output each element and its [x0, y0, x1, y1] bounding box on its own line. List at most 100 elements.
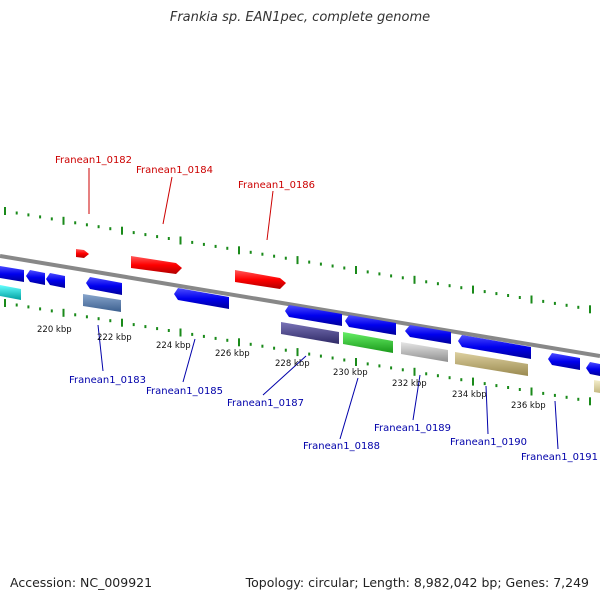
gene-franean1-0187[interactable] — [285, 305, 342, 326]
minor-tick — [85, 223, 88, 227]
accession-text: Accession: NC_009921 — [10, 575, 153, 590]
gene-franean1-0189[interactable] — [405, 325, 451, 344]
minor-tick — [565, 395, 568, 399]
minor-tick — [436, 282, 439, 286]
minor-tick — [15, 211, 18, 215]
minor-tick — [74, 313, 77, 317]
minor-tick — [460, 378, 463, 382]
minor-tick — [366, 362, 369, 366]
minor-tick — [366, 270, 369, 274]
gene-reverse-offscreen[interactable] — [586, 362, 600, 376]
gene-franean1-0190[interactable] — [458, 335, 531, 359]
minor-tick — [39, 215, 42, 219]
kbp-label-228: 228 kbp — [275, 359, 310, 369]
minor-tick — [542, 299, 545, 303]
genome-axis — [0, 254, 600, 358]
minor-tick — [448, 284, 451, 288]
gene-label-franean1-0182: Franean1_0182 — [55, 155, 132, 166]
minor-tick — [50, 217, 53, 221]
genome-summary-text: Topology: circular; Length: 8,982,042 bp… — [245, 575, 589, 590]
minor-tick — [483, 382, 486, 386]
minor-tick — [261, 252, 264, 256]
kbp-label-230: 230 kbp — [333, 368, 368, 378]
gene-franean1-0188[interactable] — [345, 315, 396, 335]
minor-tick — [214, 244, 217, 248]
feature-purple[interactable] — [281, 322, 339, 344]
minor-tick — [319, 354, 322, 358]
feature-beige[interactable] — [594, 380, 600, 393]
major-tick — [355, 358, 357, 366]
major-tick — [179, 236, 182, 245]
gene-label-franean1-0189: Franean1_0189 — [374, 423, 451, 434]
kbp-label-224: 224 kbp — [156, 341, 191, 351]
gene-franean1-0183[interactable] — [86, 277, 122, 295]
gene-label-franean1-0183: Franean1_0183 — [69, 375, 146, 386]
gene-reverse-1[interactable] — [0, 266, 24, 282]
minor-tick — [425, 280, 428, 284]
major-tick — [589, 397, 591, 406]
minor-tick — [483, 290, 486, 294]
minor-tick — [284, 256, 287, 260]
feature-steel[interactable] — [83, 294, 121, 312]
minor-tick — [97, 317, 100, 321]
kbp-label-236: 236 kbp — [511, 401, 546, 411]
kbp-label-220: 220 kbp — [37, 325, 72, 335]
gene-franean1-0184[interactable] — [131, 256, 182, 274]
gene-label-franean1-0185: Franean1_0185 — [146, 386, 223, 397]
major-tick — [355, 266, 357, 274]
minor-tick — [144, 233, 147, 237]
minor-tick — [553, 393, 556, 397]
major-tick — [296, 348, 299, 357]
minor-tick — [109, 319, 112, 323]
minor-tick — [109, 227, 112, 231]
major-tick — [121, 226, 123, 235]
tick-track-top — [4, 207, 591, 314]
feature-khaki[interactable] — [455, 352, 528, 376]
gene-reverse-3[interactable] — [46, 273, 65, 288]
minor-tick — [202, 334, 205, 338]
minor-tick — [308, 352, 311, 356]
minor-tick — [273, 254, 276, 258]
gene-franean1-0191[interactable] — [548, 353, 580, 370]
minor-tick — [167, 237, 170, 240]
minor-tick — [378, 272, 381, 276]
minor-tick — [97, 225, 100, 229]
gene-franean1-0185[interactable] — [174, 288, 229, 309]
minor-tick — [202, 242, 205, 246]
minor-tick — [308, 260, 311, 264]
major-tick — [530, 387, 533, 396]
feature-cyan[interactable] — [0, 285, 21, 300]
minor-tick — [577, 397, 580, 401]
leader-lines-top — [88, 168, 274, 241]
gene-label-franean1-0188: Franean1_0188 — [303, 441, 380, 452]
gene-reverse-2[interactable] — [26, 270, 45, 285]
minor-tick — [390, 274, 393, 278]
gene-franean1-0186[interactable] — [235, 270, 286, 289]
major-tick — [413, 275, 416, 284]
minor-tick — [390, 366, 393, 370]
major-tick — [62, 216, 65, 225]
tick-track-bottom — [4, 299, 591, 406]
minor-tick — [132, 323, 135, 327]
feature-green[interactable] — [343, 332, 393, 353]
major-tick — [589, 305, 591, 314]
minor-tick — [85, 315, 88, 319]
minor-tick — [15, 303, 18, 307]
major-tick — [472, 285, 474, 294]
major-tick — [530, 295, 533, 304]
minor-tick — [401, 368, 404, 372]
minor-tick — [343, 266, 346, 270]
major-tick — [62, 308, 65, 317]
minor-tick — [273, 346, 276, 350]
minor-tick — [156, 235, 159, 239]
minor-tick — [39, 307, 42, 311]
major-tick — [121, 318, 123, 327]
minor-tick — [436, 374, 439, 378]
minor-tick — [343, 358, 346, 362]
minor-tick — [191, 332, 194, 336]
major-tick — [413, 367, 416, 376]
minor-tick — [495, 292, 498, 296]
feature-gray[interactable] — [401, 342, 448, 362]
gene-label-franean1-0191: Franean1_0191 — [521, 452, 598, 463]
gene-franean1-0182[interactable] — [76, 249, 89, 258]
